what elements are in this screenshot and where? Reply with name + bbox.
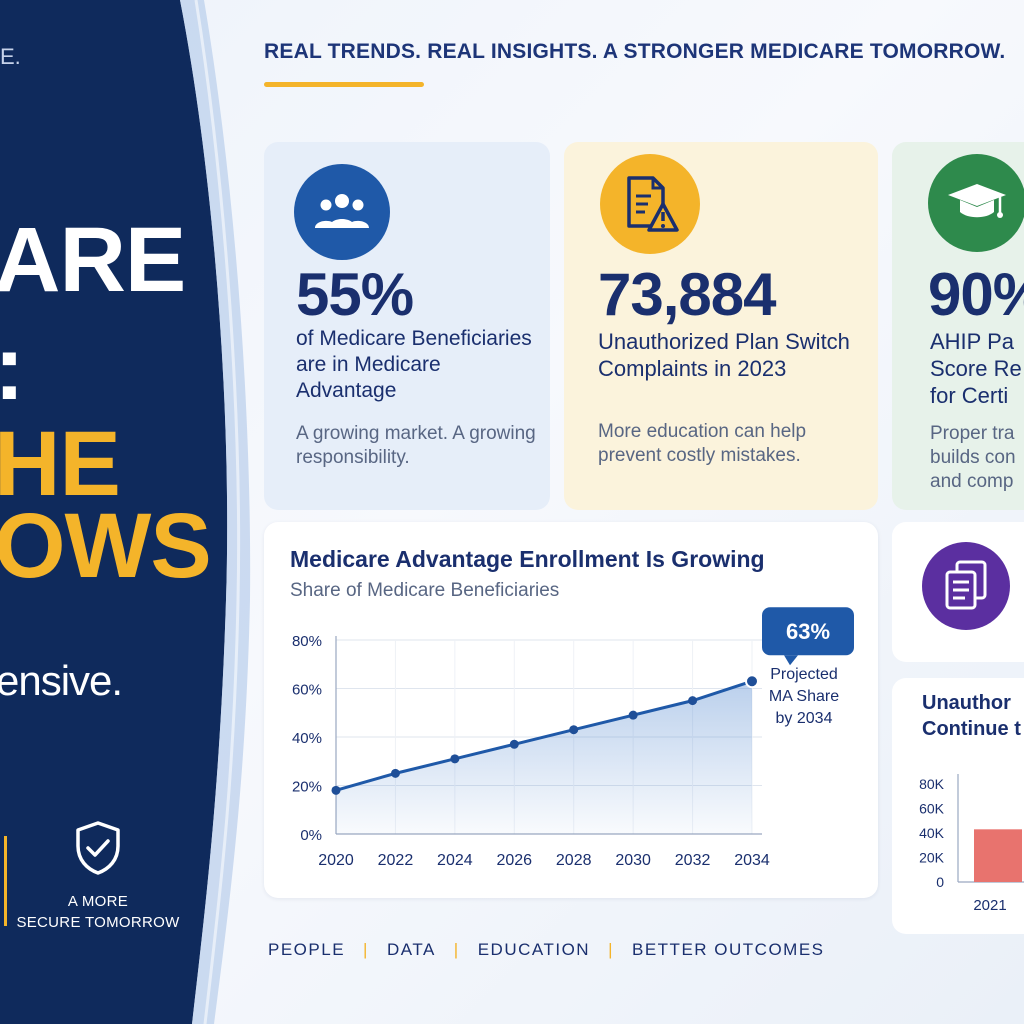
x-tick-label: 2020 [318,852,354,869]
y-tick-label: 80% [292,633,322,650]
y-tick-label: 0% [300,827,322,844]
stat-description: AHIP Pa Score Re for Certi [930,328,1024,409]
data-point [745,674,759,689]
data-point [628,710,638,720]
stat-note-line: Proper tra [930,423,1015,444]
stat-description: Unauthorized Plan Switch Complaints in 2… [598,329,850,381]
y-tick-label: 60K [919,801,945,817]
stat-card-ahip: 90% AHIP Pa Score Re for Certi Proper tr… [892,142,1024,510]
x-tick-label: 2021 [973,897,1006,914]
secure-label-line1: A MORE [67,893,129,910]
y-tick-label: 40% [292,730,322,747]
data-point [450,754,460,764]
y-tick-label: 20K [919,850,945,866]
documents-icon [922,542,1010,630]
hero-subline: ensive. [0,657,123,704]
secure-label-line2: SECURE TOMORROW [16,914,180,931]
document-warning-icon [600,154,700,254]
data-point [569,725,579,735]
shield-check-icon [76,821,120,875]
x-tick-label: 2026 [496,852,532,869]
stat-desc-line: Score Re [930,356,1022,381]
footer-pillars: PEOPLE | DATA | EDUCATION | BETTER OUTCOMES [268,940,825,960]
chart-title: Medicare Advantage Enrollment Is Growing [290,546,765,572]
x-tick-label: 2028 [556,852,592,869]
y-tick-label: 40K [919,825,945,841]
tagline-underline [264,82,424,87]
graduation-cap-icon [928,154,1024,252]
stat-value: 55% [296,261,414,328]
stat-note: A growing market. A growing responsibili… [296,423,536,468]
callout-label: MA Share [769,688,839,705]
y-tick-label: 60% [292,682,322,699]
tagline: REAL TRENDS. REAL INSIGHTS. A STRONGER M… [264,40,1006,63]
complaints-bar-chart: 0 20K 40K 60K 80K 2021 [919,774,1024,914]
series-line [335,679,753,792]
stat-note: More education can help prevent costly m… [598,421,807,466]
enrollment-line-chart: 0% 20% 40% 60% 80% 2020 2022 2024 2026 2028 2030 20… [292,607,854,869]
footer-separator: | [608,940,614,959]
hero-background [0,0,251,1024]
stat-value: 73,884 [598,261,777,328]
stat-value: 90% [928,261,1024,328]
callout-box [762,607,854,656]
y-tick-label: 20% [292,779,322,796]
data-point [688,696,698,706]
x-tick-label: 2024 [437,852,473,869]
chart-subtitle: Share of Medicare Beneficiaries [290,580,560,601]
x-tick-label: 2034 [734,852,770,869]
y-tick-label: 0 [936,874,944,890]
stat-note-line: builds con [930,447,1016,468]
hero-headline-line1: ARE [0,209,186,311]
stat-card-complaints: 73,884 Unauthorized Plan Switch Complain… [564,142,878,510]
callout-pointer [784,655,798,666]
bar [974,829,1022,882]
data-point [331,785,341,795]
stat-card-ma-share: 55% of Medicare Beneficiaries are in Med… [264,142,550,510]
stat-note: Proper tra builds con and comp [930,422,1024,494]
title-line: Continue t [922,718,1021,740]
left-hero-panel: E. ARE : HE OWS ensive. A MORE SECURE TO… [0,0,260,1024]
data-point [509,739,519,749]
footer-item-data: DATA [386,940,436,959]
docs-card [892,522,1024,662]
people-group-icon [294,164,390,260]
footer-item-outcomes: BETTER OUTCOMES [632,940,825,959]
data-point [390,768,400,778]
hero-headline-line2: : [0,322,25,414]
gold-divider [4,836,7,926]
enrollment-chart-card [264,522,878,898]
unauthorized-trend-title: Unauthor Continue t [922,690,1021,742]
callout-label: Projected [770,666,838,683]
title-line: Unauthor [922,692,1011,714]
x-tick-label: 2030 [615,852,651,869]
callout-value: 63% [786,619,830,644]
stat-description: of Medicare Beneficiaries are in Medicar… [296,327,532,402]
footer-item-education: EDUCATION [477,940,591,959]
callout-label: by 2034 [776,710,833,727]
stat-desc-line: AHIP Pa [930,329,1014,354]
y-tick-label: 80K [919,776,945,792]
x-tick-label: 2022 [378,852,414,869]
stat-note-line: and comp [930,471,1014,492]
area-fill [336,681,752,834]
stat-desc-line: for Certi [930,383,1009,408]
footer-separator: | [453,940,460,959]
hero-headline-line3: HE [0,413,121,515]
corner-mark-text: E. [0,44,21,69]
hero-headline-line4: OWS [0,495,212,597]
footer-separator: | [363,940,369,959]
secure-tomorrow-block: A MORE SECURE TOMORROW [10,820,186,933]
footer-item-people: PEOPLE [268,940,346,959]
x-tick-label: 2032 [675,852,711,869]
